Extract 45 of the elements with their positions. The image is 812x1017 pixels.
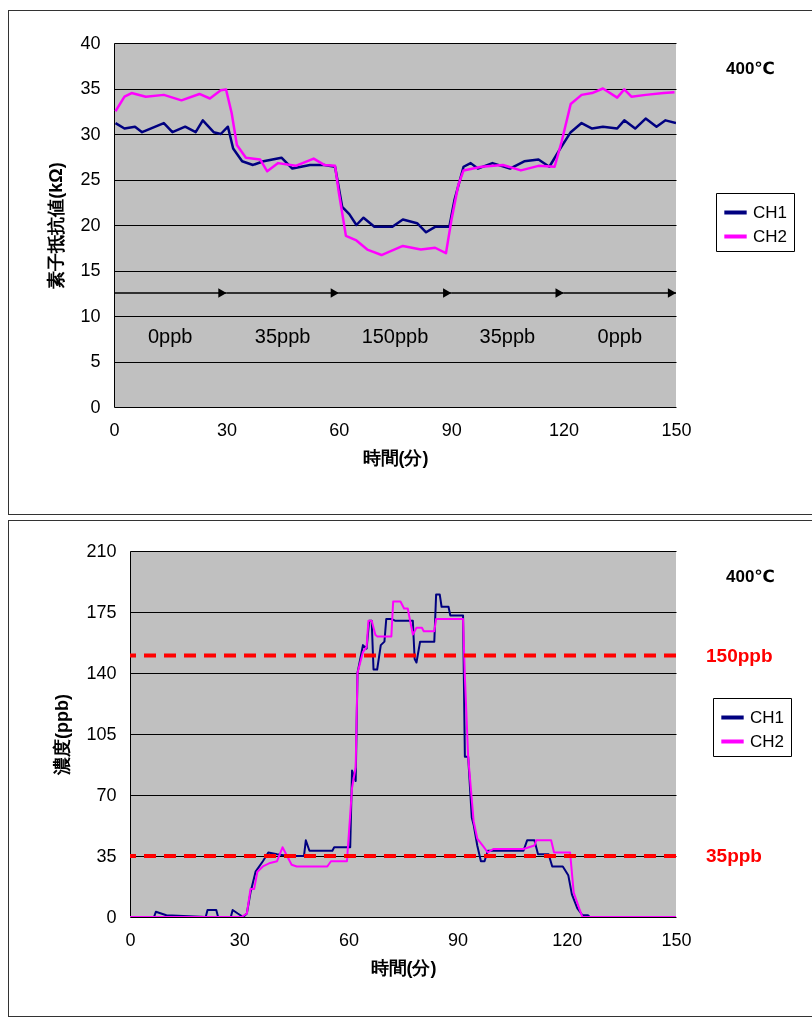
annotation: 35ppb (479, 325, 536, 348)
text: 400℃ (726, 59, 775, 78)
x-axis-title: 時間(分) (370, 957, 437, 978)
y-tick-label: 70 (96, 784, 117, 805)
y-tick-label: 0 (90, 396, 101, 417)
text: 400℃ (726, 567, 775, 586)
y-tick-label: 30 (80, 123, 101, 144)
legend-label: CH2 (750, 731, 785, 751)
legend-label: CH1 (753, 202, 788, 222)
x-tick-label: 150 (661, 929, 692, 950)
x-tick-label: 90 (448, 929, 469, 950)
x-tick-label: 0 (125, 929, 136, 950)
x-tick-label: 30 (229, 929, 250, 950)
x-tick-label: 90 (441, 419, 462, 440)
y-tick-label: 25 (80, 169, 101, 189)
y-tick-label: 210 (86, 540, 117, 561)
x-tick-label: 60 (329, 419, 350, 440)
y-tick-label: 15 (80, 260, 101, 280)
x-tick-label: 150 (661, 419, 692, 440)
x-axis-title: 時間(分) (362, 447, 429, 468)
y-tick-label: 35 (80, 78, 101, 98)
x-tick-label: 120 (552, 929, 583, 950)
y-tick-label: 10 (80, 305, 101, 326)
y-axis-title: 濃度(ppb) (52, 694, 73, 776)
annotation: 0ppb (597, 325, 643, 348)
ref-line-label: 35ppb (706, 845, 762, 866)
y-axis-title: 素子抵抗値(kΩ) (46, 162, 67, 289)
legend-label: CH2 (753, 226, 788, 246)
legend-label: CH1 (750, 707, 785, 727)
x-tick-label: 60 (338, 929, 359, 950)
line-series (114, 87, 676, 257)
annotation: 0ppb (147, 325, 193, 348)
y-tick-label: 0 (106, 906, 117, 927)
y-tick-label: 20 (80, 214, 101, 235)
y-tick-label: 40 (80, 32, 101, 53)
ref-line-label: 150ppb (706, 644, 773, 666)
y-tick-label: 175 (86, 601, 117, 622)
y-tick-label: 35 (96, 845, 117, 866)
y-tick-label: 140 (86, 662, 117, 683)
annotation: 150ppb (361, 325, 429, 348)
annotation: 35ppb (254, 325, 311, 348)
y-tick-label: 105 (86, 723, 117, 744)
x-tick-label: 120 (549, 419, 580, 440)
x-tick-label: 30 (216, 419, 237, 440)
y-tick-label: 5 (90, 351, 101, 371)
